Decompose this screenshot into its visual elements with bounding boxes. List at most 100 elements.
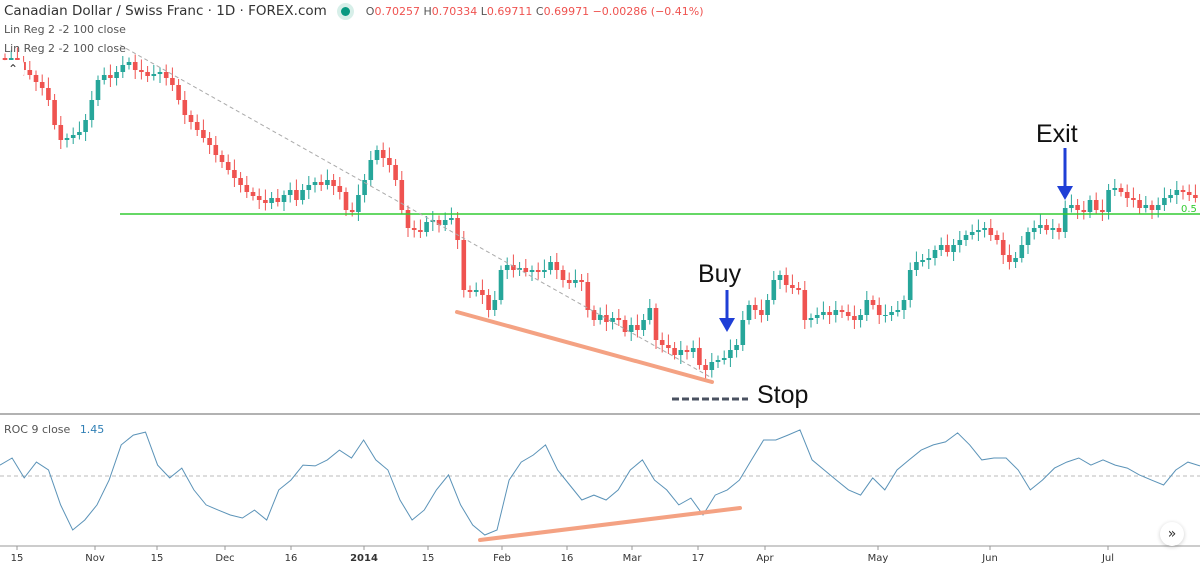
candle	[839, 305, 845, 318]
candle-body	[566, 280, 572, 283]
linreg-legend-1[interactable]: Lin Reg 2 -2 100 close	[4, 23, 126, 36]
candle-body	[312, 182, 318, 185]
candle-body	[610, 318, 615, 322]
candle	[281, 190, 287, 211]
candle-body	[275, 198, 281, 202]
candle	[790, 274, 795, 294]
candle-body	[213, 145, 219, 155]
candle	[480, 279, 485, 304]
candle-body	[1087, 200, 1093, 212]
candle-body	[64, 138, 70, 140]
candle-body	[1031, 228, 1037, 232]
candle	[914, 251, 919, 276]
roc-value: 1.45	[79, 423, 105, 436]
candle	[926, 249, 932, 269]
time-axis[interactable]: 15 Nov 15 Dec 16 2014 15 Feb 16 Mar 17 Apr May Jun Jul	[11, 546, 1114, 564]
candle-body	[957, 240, 963, 245]
candles-layer	[2, 47, 1198, 379]
candle	[473, 282, 479, 297]
candle-body	[325, 180, 330, 185]
symbol-title[interactable]: Canadian Dollar / Swiss Franc · 1D · FOR…	[4, 3, 327, 19]
candle	[932, 245, 938, 266]
stop-label: Stop	[757, 381, 809, 409]
candle	[517, 262, 522, 276]
candle-body	[659, 340, 665, 345]
candle-body	[411, 228, 417, 230]
candle	[287, 182, 293, 203]
candle-body	[436, 220, 442, 225]
candle-body	[368, 160, 374, 180]
scroll-to-realtime-button[interactable]: »	[1160, 522, 1184, 546]
candle-body	[647, 308, 653, 320]
candle-body	[194, 122, 200, 130]
candle-body	[790, 285, 795, 288]
candle	[1007, 244, 1012, 270]
x-tick-label: 17	[692, 553, 705, 564]
candle	[77, 121, 82, 140]
candle-body	[573, 280, 578, 283]
candle	[1180, 185, 1186, 200]
candle-body	[356, 195, 361, 212]
x-tick-label: Dec	[215, 553, 234, 564]
candle	[628, 317, 634, 341]
candle-body	[1174, 190, 1180, 195]
candle-body	[628, 325, 634, 332]
candle-body	[95, 80, 101, 100]
candle-body	[1081, 210, 1087, 212]
candle-body	[263, 200, 268, 203]
collapse-legend-button[interactable]: ⌃	[2, 60, 24, 78]
candle	[176, 79, 181, 105]
candle	[83, 114, 88, 141]
candle	[728, 339, 733, 367]
candle-body	[163, 72, 169, 78]
candle	[170, 67, 175, 91]
candle	[616, 309, 622, 326]
linreg-legend-2[interactable]: Lin Reg 2 -2 100 close	[4, 42, 126, 55]
candle	[455, 212, 460, 249]
candle-body	[1162, 198, 1167, 205]
candle-body	[839, 310, 845, 312]
candle-body	[883, 315, 888, 316]
candle	[362, 174, 367, 203]
candle-body	[269, 198, 274, 203]
double-chevron-right-icon: »	[1167, 526, 1177, 542]
candle	[852, 305, 857, 329]
candle-body	[300, 190, 305, 200]
candle-body	[901, 300, 907, 310]
candle-body	[641, 320, 646, 330]
candle-body	[1155, 205, 1161, 210]
candle	[684, 345, 690, 360]
candle-body	[318, 182, 324, 185]
candle	[963, 230, 969, 246]
candle	[1124, 184, 1130, 207]
candle	[145, 66, 150, 82]
candle	[765, 294, 770, 321]
candle-body	[802, 290, 808, 320]
price-trendline	[455, 310, 714, 384]
x-tick-label: 2014	[350, 553, 378, 564]
roc-legend[interactable]: ROC 9 close 1.45	[4, 423, 105, 436]
candle	[269, 192, 274, 209]
candle	[95, 75, 101, 106]
candle-body	[845, 312, 851, 316]
candle	[1193, 184, 1198, 203]
candle-body	[1075, 205, 1080, 210]
candle-body	[83, 120, 88, 132]
candle-body	[833, 310, 839, 315]
candle	[300, 184, 305, 205]
candle	[64, 133, 70, 148]
candle-body	[976, 230, 981, 232]
candle-body	[89, 100, 95, 120]
candle	[814, 307, 820, 324]
candle-body	[399, 180, 405, 210]
x-tick-label: 15	[422, 553, 435, 564]
candle	[715, 355, 721, 368]
candle	[232, 159, 237, 187]
candle	[647, 299, 653, 325]
candle-body	[1180, 190, 1186, 192]
candle	[126, 57, 132, 70]
candle	[604, 304, 609, 331]
candle	[771, 271, 777, 305]
candle	[188, 110, 194, 130]
